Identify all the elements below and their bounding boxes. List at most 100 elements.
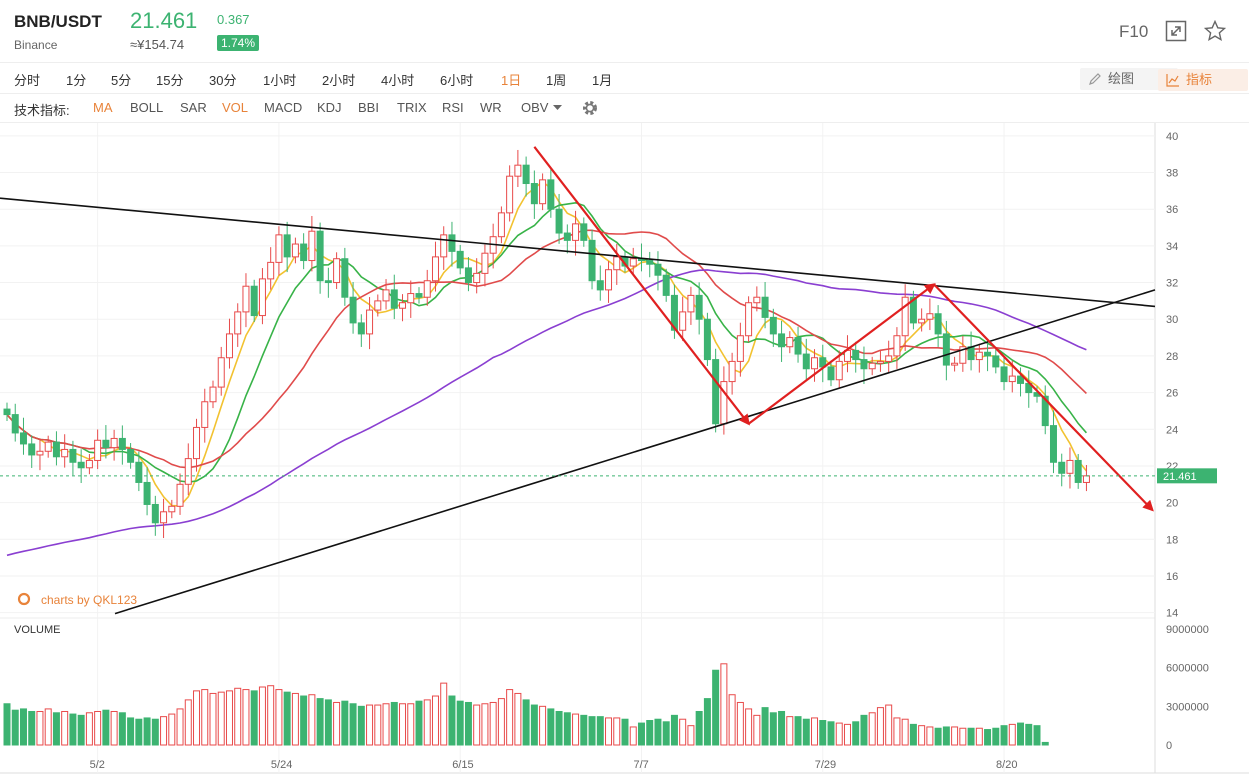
candle	[36, 438, 44, 471]
volume-bar	[242, 689, 250, 746]
candle	[951, 356, 959, 372]
volume-bar	[415, 700, 423, 746]
volume-tick-label: 9000000	[1166, 624, 1209, 636]
candle	[942, 320, 950, 381]
support-trendline[interactable]	[114, 289, 1156, 615]
down-arrow-2[interactable]	[933, 283, 1154, 512]
moving-averages	[6, 180, 1088, 557]
volume-bar	[225, 690, 233, 746]
volume-bar	[539, 705, 547, 746]
volume-bar	[407, 703, 415, 746]
indicator-6[interactable]: BBI	[358, 100, 379, 115]
indicators-label: 指标	[1186, 72, 1213, 87]
candle	[555, 193, 563, 244]
obv-dropdown-chevron-icon[interactable]	[553, 105, 562, 111]
candle	[761, 282, 769, 329]
settings-gear-icon[interactable]	[581, 99, 599, 117]
ma5-line	[6, 180, 1088, 507]
candle	[695, 282, 703, 335]
draw-button[interactable]: 绘图	[1080, 68, 1178, 90]
period-tab-6[interactable]: 2小时	[322, 73, 356, 88]
indicator-10[interactable]: OBV	[521, 100, 549, 115]
candle	[201, 388, 209, 443]
x-tick-label: 5/2	[90, 759, 105, 771]
candle	[193, 418, 201, 472]
indicator-4[interactable]: MACD	[264, 100, 303, 115]
indicator-5[interactable]: KDJ	[317, 100, 342, 115]
volume-bar	[11, 709, 19, 746]
up-arrow[interactable]	[747, 283, 936, 425]
candle	[1066, 447, 1074, 489]
indicator-0[interactable]: MA	[93, 100, 113, 115]
period-tab-5[interactable]: 1小时	[263, 73, 297, 88]
indicator-9[interactable]: WR	[480, 100, 502, 115]
indicator-2[interactable]: SAR	[180, 100, 207, 115]
period-tab-1[interactable]: 1分	[66, 73, 87, 88]
period-tab-0[interactable]: 分时	[14, 73, 41, 88]
candle	[984, 339, 992, 372]
indicator-1[interactable]: BOLL	[130, 100, 164, 115]
candle	[1000, 356, 1008, 391]
volume-bar	[819, 720, 827, 746]
period-tab-7[interactable]: 4小时	[381, 73, 415, 88]
draw-label: 绘图	[1108, 71, 1135, 86]
candle	[992, 349, 1000, 374]
period-tabs: 分时 1分 5分 15分 30分 1小时 2小时 4小时 6小时 1日 1周 1月 绘图 指标	[0, 63, 1249, 94]
period-tab-10[interactable]: 1周	[546, 73, 567, 88]
fullscreen-icon[interactable]	[1165, 20, 1187, 42]
line-chart-icon	[1166, 74, 1179, 87]
volume-bar	[341, 700, 349, 746]
candle	[209, 380, 217, 409]
ma60-line	[6, 269, 1087, 557]
candle	[736, 322, 744, 377]
candle	[52, 431, 60, 466]
candle	[118, 425, 126, 465]
volume-bar	[1008, 723, 1016, 746]
period-tab-2[interactable]: 5分	[111, 73, 132, 88]
candle	[679, 296, 687, 342]
candle	[160, 498, 168, 539]
candle	[333, 252, 341, 289]
volume-bar	[127, 717, 135, 746]
volume-bar	[786, 716, 794, 746]
volume-bar	[440, 682, 448, 746]
period-tab-4[interactable]: 30分	[209, 73, 237, 88]
y-tick-label: 20	[1166, 498, 1178, 510]
period-tab-11[interactable]: 1月	[592, 73, 613, 88]
indicator-7[interactable]: TRIX	[397, 100, 427, 115]
y-tick-label: 26	[1166, 388, 1178, 400]
volume-bar	[942, 726, 950, 746]
period-tab-3[interactable]: 15分	[156, 73, 184, 88]
period-tab-9[interactable]: 1日	[501, 73, 522, 88]
resistance-trendline[interactable]	[0, 197, 1156, 308]
indicators-button[interactable]: 指标	[1158, 69, 1248, 91]
candle	[547, 169, 555, 218]
candle	[267, 247, 275, 290]
volume-bar	[843, 723, 851, 746]
f10-button[interactable]: F10	[1119, 22, 1149, 41]
down-arrow-1[interactable]	[533, 146, 750, 426]
volume-bar	[85, 712, 93, 746]
volume-bar	[621, 718, 629, 746]
indicator-8[interactable]: RSI	[442, 100, 464, 115]
volume-bar	[613, 717, 621, 746]
indicator-3[interactable]: VOL	[222, 100, 249, 115]
candle	[176, 473, 184, 515]
candle	[868, 356, 876, 376]
candle	[530, 170, 538, 219]
candle	[843, 335, 851, 373]
volume-bar	[61, 710, 69, 746]
star-icon[interactable]	[1204, 20, 1226, 42]
volume-bar	[366, 704, 374, 746]
volume-bar	[506, 689, 514, 746]
volume-bar	[802, 718, 810, 746]
volume-bar	[588, 716, 596, 746]
volume-bar	[555, 710, 563, 746]
y-tick-label: 36	[1166, 204, 1178, 216]
candle	[85, 454, 93, 475]
volume-bar	[901, 718, 909, 746]
candle	[975, 343, 983, 373]
candle	[646, 251, 654, 278]
period-tab-8[interactable]: 6小时	[440, 73, 474, 88]
